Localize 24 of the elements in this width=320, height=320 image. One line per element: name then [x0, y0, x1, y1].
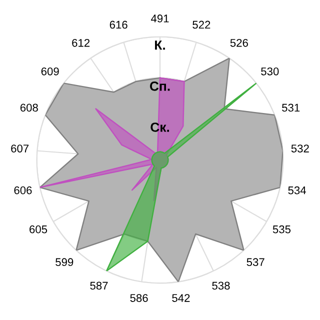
spoke-label: 537 [246, 258, 264, 266]
spoke-label: 491 [150, 14, 169, 22]
spoke-label: 608 [20, 104, 38, 112]
y-tick-label: Ск. [150, 122, 169, 132]
spoke-label: 535 [272, 225, 291, 234]
spoke-label: 609 [41, 67, 59, 76]
spoke-label: 542 [172, 294, 190, 302]
spoke-label: 616 [110, 20, 128, 29]
spoke-label: 606 [14, 186, 32, 194]
spoke-label: 612 [72, 38, 90, 47]
spoke-label: 599 [56, 258, 74, 266]
spoke-label: 605 [30, 225, 48, 234]
spoke-label: 526 [230, 38, 248, 47]
spoke-label: 534 [288, 186, 306, 194]
spoke-label: 538 [212, 282, 230, 290]
spoke-label: 586 [130, 294, 148, 302]
spoke-label: 587 [90, 282, 108, 290]
spoke-label: 607 [11, 144, 29, 152]
spoke-label: 532 [291, 144, 309, 152]
y-tick-label: К. [155, 40, 165, 50]
spoke-label: 531 [282, 104, 300, 112]
y-tick-label: Сп. [150, 82, 170, 91]
spoke-label: 530 [261, 67, 279, 76]
spoke-label: 522 [192, 20, 210, 29]
